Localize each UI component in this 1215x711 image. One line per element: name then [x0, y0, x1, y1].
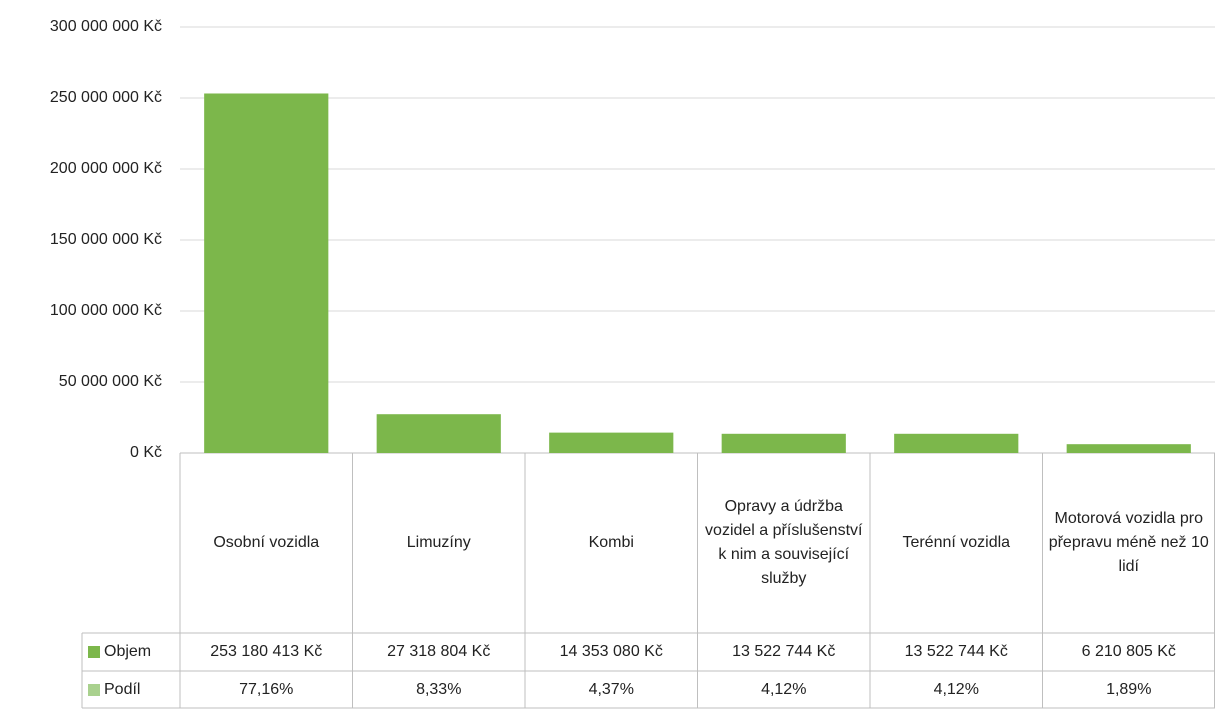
bar [549, 432, 674, 453]
table-value: 4,12% [933, 681, 979, 698]
bar [376, 414, 501, 453]
x-tick-label: Kombi [588, 534, 634, 551]
legend-label: Podíl [104, 681, 141, 698]
table-value: 6 210 805 Kč [1081, 643, 1176, 660]
table-value: 4,37% [588, 681, 634, 698]
x-tick-label: Limuzíny [406, 534, 471, 551]
y-tick-label: 0 Kč [130, 444, 162, 461]
bar [894, 433, 1019, 453]
legend-swatch [88, 684, 100, 696]
x-tick-label: Motorová vozidla pro přepravu méně než 1… [1048, 510, 1209, 575]
table-value: 13 522 744 Kč [732, 643, 836, 660]
bar [721, 433, 846, 453]
y-tick-label: 200 000 000 Kč [50, 160, 162, 177]
table-value: 14 353 080 Kč [559, 643, 663, 660]
legend-swatch [88, 646, 100, 658]
bar [204, 93, 329, 453]
y-tick-label: 100 000 000 Kč [50, 302, 162, 319]
legend-entry: Podíl [88, 671, 140, 709]
x-tick-label: Terénní vozidla [902, 534, 1011, 551]
y-tick-label: 50 000 000 Kč [59, 373, 162, 390]
table-value: 4,12% [761, 681, 807, 698]
table-value: 27 318 804 Kč [387, 643, 491, 660]
table-value: 8,33% [416, 681, 462, 698]
legend-entry: Objem [88, 633, 151, 671]
table-value: 253 180 413 Kč [210, 643, 323, 660]
y-tick-label: 250 000 000 Kč [50, 89, 162, 106]
bar [1066, 444, 1191, 453]
y-tick-label: 300 000 000 Kč [50, 18, 162, 35]
y-tick-label: 150 000 000 Kč [50, 231, 162, 248]
x-tick-label: Opravy a údržba vozidel a příslušenství … [705, 498, 863, 587]
table-value: 1,89% [1106, 681, 1152, 698]
table-value: 13 522 744 Kč [904, 643, 1008, 660]
legend-label: Objem [104, 643, 152, 660]
x-tick-label: Osobní vozidla [213, 534, 320, 551]
table-value: 77,16% [239, 681, 294, 698]
